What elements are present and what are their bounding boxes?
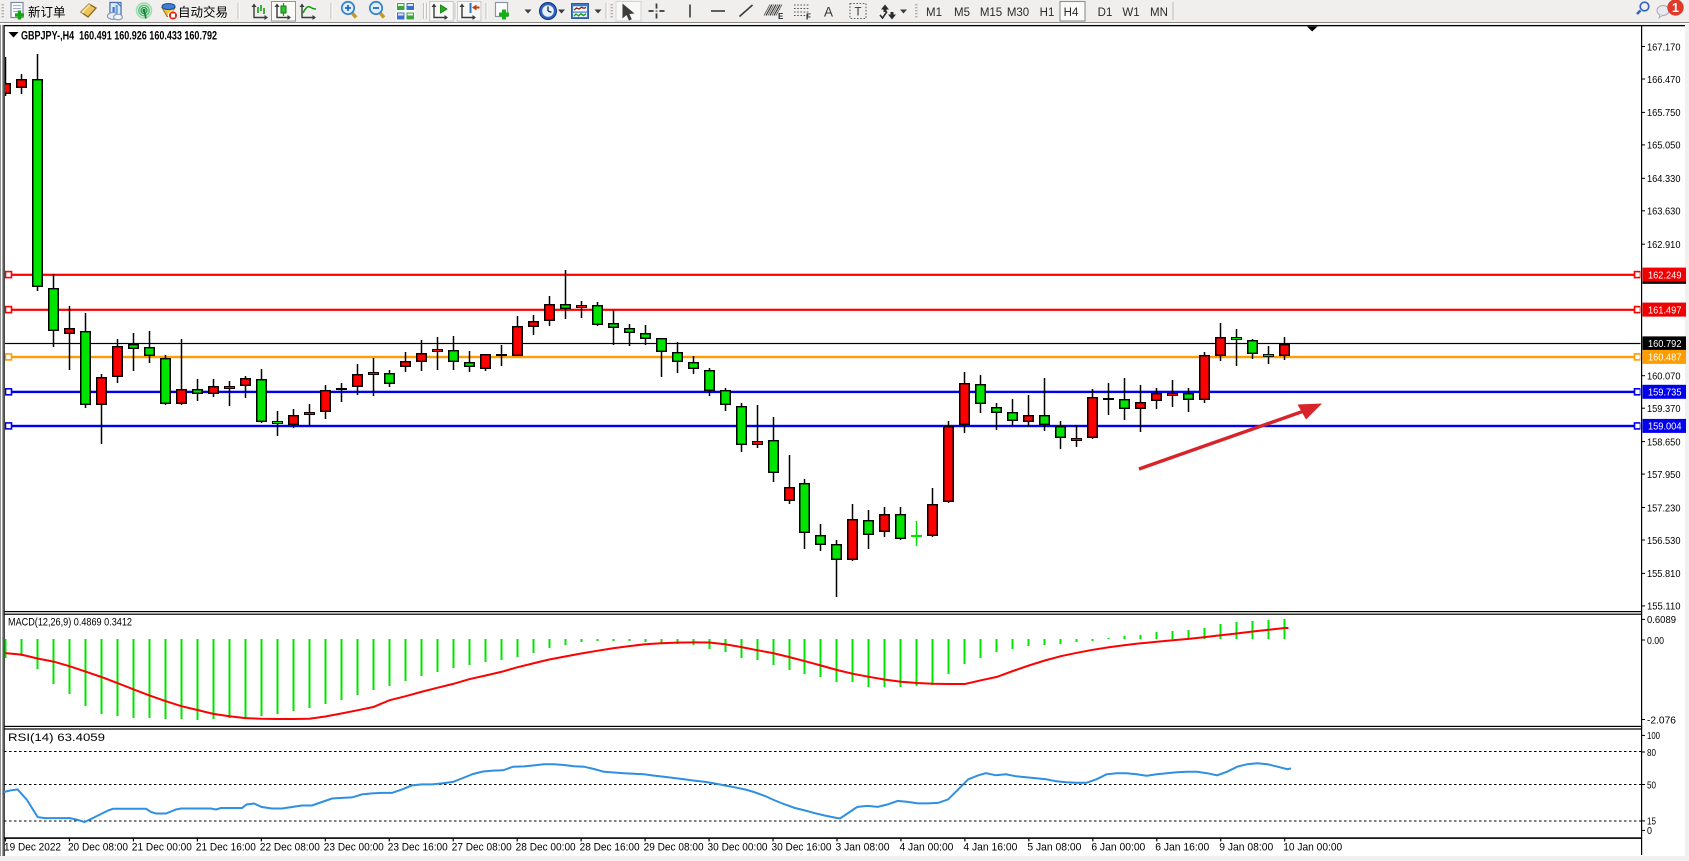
svg-text:D1: D1 bbox=[1098, 7, 1113, 19]
svg-text:21 Dec 16:00: 21 Dec 16:00 bbox=[196, 842, 256, 854]
svg-text:162.910: 162.910 bbox=[1647, 239, 1681, 251]
svg-text:5 Jan 08:00: 5 Jan 08:00 bbox=[1027, 842, 1081, 854]
svg-text:163.630: 163.630 bbox=[1647, 206, 1681, 218]
svg-text:1: 1 bbox=[1672, 1, 1679, 15]
svg-text:166.470: 166.470 bbox=[1647, 74, 1681, 86]
svg-text:H1: H1 bbox=[1040, 7, 1055, 19]
svg-text:157.950: 157.950 bbox=[1647, 469, 1681, 481]
svg-text:F: F bbox=[806, 13, 811, 22]
svg-text:155.810: 155.810 bbox=[1647, 568, 1681, 580]
svg-text:MN: MN bbox=[1150, 7, 1168, 19]
svg-text:30 Dec 00:00: 30 Dec 00:00 bbox=[708, 842, 768, 854]
svg-text:10 Jan 00:00: 10 Jan 00:00 bbox=[1283, 842, 1342, 854]
svg-text:6 Jan 00:00: 6 Jan 00:00 bbox=[1091, 842, 1145, 854]
svg-text:160.487: 160.487 bbox=[1648, 352, 1682, 364]
svg-text:80: 80 bbox=[1647, 747, 1656, 759]
svg-text:23 Dec 00:00: 23 Dec 00:00 bbox=[324, 842, 384, 854]
svg-text:165.050: 165.050 bbox=[1647, 140, 1681, 152]
svg-text:156.530: 156.530 bbox=[1647, 535, 1681, 547]
svg-text:159.004: 159.004 bbox=[1648, 421, 1682, 433]
svg-text:0: 0 bbox=[1647, 825, 1652, 837]
svg-text:100: 100 bbox=[1647, 730, 1660, 742]
svg-text:23 Dec 16:00: 23 Dec 16:00 bbox=[388, 842, 448, 854]
svg-text:-2.076: -2.076 bbox=[1647, 714, 1676, 726]
svg-text:0.6089: 0.6089 bbox=[1647, 614, 1676, 626]
svg-text:167.170: 167.170 bbox=[1647, 41, 1681, 53]
svg-text:M5: M5 bbox=[954, 7, 970, 19]
svg-text:9 Jan 08:00: 9 Jan 08:00 bbox=[1219, 842, 1273, 854]
svg-text:162.249: 162.249 bbox=[1648, 269, 1682, 281]
svg-text:30 Dec 16:00: 30 Dec 16:00 bbox=[772, 842, 832, 854]
svg-text:0.00: 0.00 bbox=[1647, 635, 1664, 647]
svg-text:4 Jan 16:00: 4 Jan 16:00 bbox=[963, 842, 1017, 854]
svg-text:A: A bbox=[824, 5, 833, 20]
svg-text:160.070: 160.070 bbox=[1647, 371, 1681, 383]
svg-text:28 Dec 16:00: 28 Dec 16:00 bbox=[580, 842, 640, 854]
svg-text:158.650: 158.650 bbox=[1647, 436, 1681, 448]
svg-text:MACD(12,26,9) 0.4869 0.3412: MACD(12,26,9) 0.4869 0.3412 bbox=[8, 617, 132, 629]
svg-text:M15: M15 bbox=[980, 7, 1002, 19]
svg-text:155.110: 155.110 bbox=[1647, 601, 1681, 613]
svg-text:3 Jan 08:00: 3 Jan 08:00 bbox=[835, 842, 889, 854]
svg-text:T: T bbox=[855, 7, 862, 19]
svg-text:6 Jan 16:00: 6 Jan 16:00 bbox=[1155, 842, 1209, 854]
svg-text:21 Dec 00:00: 21 Dec 00:00 bbox=[132, 842, 192, 854]
svg-text:29 Dec 08:00: 29 Dec 08:00 bbox=[644, 842, 704, 854]
svg-text:27 Dec 08:00: 27 Dec 08:00 bbox=[452, 842, 512, 854]
svg-text:50: 50 bbox=[1647, 779, 1656, 791]
svg-text:165.750: 165.750 bbox=[1647, 107, 1681, 119]
svg-text:19 Dec 2022: 19 Dec 2022 bbox=[4, 842, 61, 854]
svg-text:157.230: 157.230 bbox=[1647, 502, 1681, 514]
svg-text:新订单: 新订单 bbox=[28, 5, 66, 20]
svg-text:M1: M1 bbox=[926, 7, 942, 19]
svg-text:159.735: 159.735 bbox=[1648, 387, 1682, 399]
svg-text:W1: W1 bbox=[1122, 7, 1139, 19]
svg-text:GBPJPY-,H4 160.491 160.926 16: GBPJPY-,H4 160.491 160.926 160.433 160.7… bbox=[21, 31, 217, 43]
svg-text:M30: M30 bbox=[1007, 7, 1029, 19]
svg-text:H4: H4 bbox=[1064, 7, 1079, 19]
svg-text:22 Dec 08:00: 22 Dec 08:00 bbox=[260, 842, 320, 854]
svg-text:4 Jan 00:00: 4 Jan 00:00 bbox=[899, 842, 953, 854]
svg-text:15: 15 bbox=[1647, 816, 1656, 828]
svg-text:E: E bbox=[778, 12, 784, 21]
svg-text:161.497: 161.497 bbox=[1648, 304, 1682, 316]
svg-text:20 Dec 08:00: 20 Dec 08:00 bbox=[68, 842, 128, 854]
svg-text:164.330: 164.330 bbox=[1647, 173, 1681, 185]
svg-text:160.792: 160.792 bbox=[1648, 338, 1682, 350]
svg-text:RSI(14) 63.4059: RSI(14) 63.4059 bbox=[8, 732, 105, 744]
svg-text:159.370: 159.370 bbox=[1647, 403, 1681, 415]
svg-text:自动交易: 自动交易 bbox=[178, 5, 228, 20]
svg-text:28 Dec 00:00: 28 Dec 00:00 bbox=[516, 842, 576, 854]
